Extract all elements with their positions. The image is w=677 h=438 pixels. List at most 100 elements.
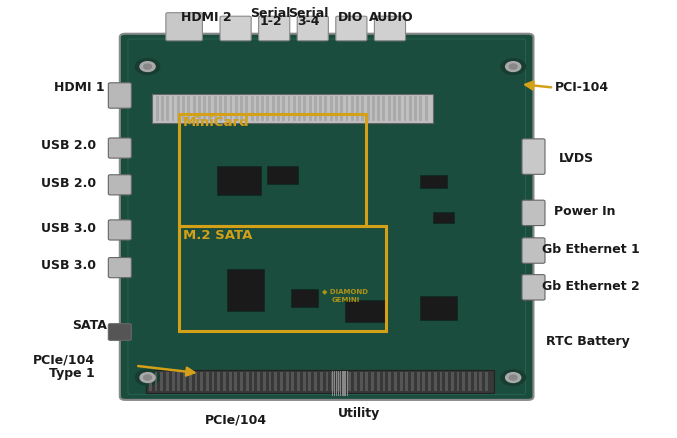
FancyBboxPatch shape (120, 34, 533, 400)
Circle shape (144, 375, 152, 380)
Bar (393, 96, 396, 121)
Bar (282, 96, 285, 121)
Bar (334, 371, 335, 396)
Bar (167, 96, 169, 121)
Bar (227, 269, 264, 311)
Bar (286, 372, 288, 391)
Bar (234, 372, 237, 391)
Bar (297, 372, 300, 391)
Bar (345, 300, 386, 322)
Text: Gb Ethernet 2: Gb Ethernet 2 (542, 280, 639, 293)
Bar (160, 372, 163, 391)
Bar (341, 96, 343, 121)
Bar (267, 166, 298, 184)
Bar (474, 372, 477, 391)
Text: HDMI 2: HDMI 2 (181, 11, 232, 24)
Bar (194, 372, 198, 391)
Bar (371, 372, 374, 391)
Text: USB 2.0: USB 2.0 (41, 139, 96, 152)
Bar (347, 371, 348, 396)
Bar (293, 96, 296, 121)
Circle shape (135, 59, 160, 74)
Bar (252, 372, 255, 391)
Bar (256, 96, 259, 121)
Bar (166, 372, 169, 391)
Text: 3-4: 3-4 (297, 15, 320, 28)
Text: Serial: Serial (288, 7, 328, 20)
Bar (309, 96, 311, 121)
Bar (337, 372, 340, 391)
Bar (422, 372, 425, 391)
Bar (172, 372, 175, 391)
Bar (177, 372, 180, 391)
Bar (457, 372, 460, 391)
Bar (485, 372, 488, 391)
Bar (434, 372, 437, 391)
Bar (366, 372, 368, 391)
Bar (280, 372, 283, 391)
Bar (269, 372, 271, 391)
Bar (263, 372, 266, 391)
Bar (217, 166, 261, 195)
FancyBboxPatch shape (108, 83, 131, 108)
Bar (217, 372, 220, 391)
Bar (154, 372, 158, 391)
Bar (298, 96, 301, 121)
Bar (223, 372, 226, 391)
Bar (331, 372, 334, 391)
Bar (177, 96, 179, 121)
Text: Serial: Serial (250, 7, 291, 20)
Bar (246, 372, 248, 391)
Bar (182, 96, 185, 121)
Text: DIO: DIO (338, 11, 364, 24)
Bar (291, 289, 318, 307)
Bar (291, 372, 294, 391)
Circle shape (509, 375, 517, 380)
Bar (209, 96, 211, 121)
Bar (219, 96, 222, 121)
Text: Power In: Power In (554, 205, 615, 218)
Text: SATA: SATA (72, 319, 107, 332)
Bar (420, 175, 447, 188)
Bar (389, 372, 391, 391)
Bar (171, 96, 175, 121)
Bar (367, 96, 370, 121)
Bar (179, 114, 366, 226)
FancyBboxPatch shape (522, 200, 545, 226)
Bar (245, 96, 248, 121)
Bar (420, 296, 457, 320)
FancyBboxPatch shape (108, 324, 131, 340)
Bar (394, 372, 397, 391)
Bar (179, 226, 386, 331)
Bar (335, 96, 338, 121)
Bar (343, 372, 345, 391)
Bar (212, 372, 215, 391)
Circle shape (501, 59, 525, 74)
Bar (156, 96, 158, 121)
Text: PCI-104: PCI-104 (555, 81, 609, 94)
Circle shape (144, 64, 152, 69)
Bar (417, 372, 420, 391)
Bar (411, 372, 414, 391)
FancyBboxPatch shape (108, 258, 131, 278)
Text: PCIe/104: PCIe/104 (32, 353, 95, 367)
FancyBboxPatch shape (220, 16, 251, 41)
Bar (398, 96, 401, 121)
Bar (257, 372, 260, 391)
Text: GEMINI: GEMINI (331, 297, 359, 303)
Bar (203, 96, 206, 121)
Bar (356, 96, 359, 121)
Bar (462, 372, 465, 391)
Bar (372, 96, 375, 121)
Text: 1-2: 1-2 (259, 15, 282, 28)
Bar (240, 96, 243, 121)
Bar (161, 96, 164, 121)
Text: USB 2.0: USB 2.0 (41, 177, 96, 190)
Bar (383, 372, 385, 391)
Text: LVDS: LVDS (559, 152, 594, 166)
Bar (383, 96, 385, 121)
FancyBboxPatch shape (336, 16, 367, 41)
Bar (319, 96, 322, 121)
Bar (403, 96, 406, 121)
Bar (377, 96, 380, 121)
